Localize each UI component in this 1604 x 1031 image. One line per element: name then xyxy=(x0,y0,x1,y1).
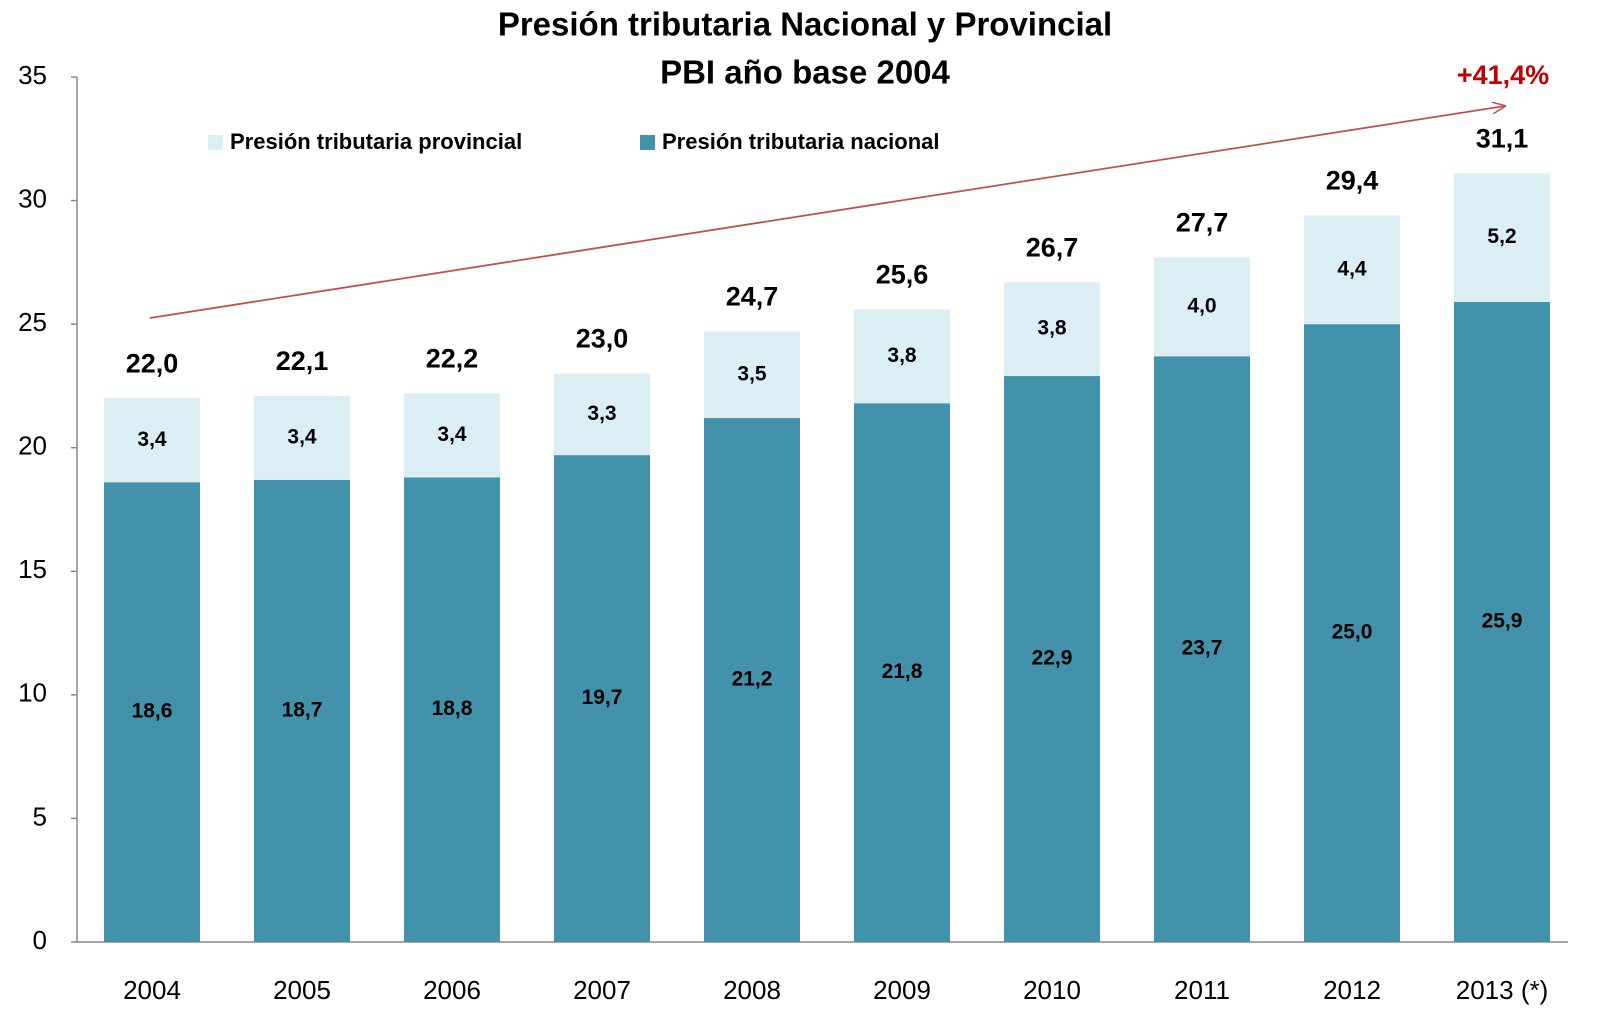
data-label: 4,0 xyxy=(1187,294,1216,317)
total-label: 29,4 xyxy=(1326,166,1379,196)
total-label: 22,0 xyxy=(126,348,179,378)
bar-segment xyxy=(404,393,500,478)
legend-swatch xyxy=(208,135,223,150)
x-tick-label: 2004 xyxy=(123,975,181,1005)
bar-segment xyxy=(1304,324,1400,943)
bar-segment xyxy=(554,373,650,456)
bar-segment xyxy=(1454,301,1550,942)
y-tick-label: 10 xyxy=(18,678,47,708)
bar-segment xyxy=(704,331,800,419)
data-label: 21,2 xyxy=(732,668,773,691)
chart-subtitle: PBI año base 2004 xyxy=(660,54,950,91)
total-label: 22,2 xyxy=(426,343,479,373)
bar-segment xyxy=(704,418,800,942)
y-tick-label: 0 xyxy=(33,925,47,955)
bar-segment xyxy=(1454,173,1550,302)
legend-swatch xyxy=(640,135,655,150)
total-label: 26,7 xyxy=(1026,232,1079,262)
data-label: 3,5 xyxy=(737,362,767,385)
bar-segment xyxy=(104,398,200,483)
total-label: 25,6 xyxy=(876,259,929,289)
data-label: 23,7 xyxy=(1182,637,1223,660)
trend-arrow xyxy=(149,106,1505,319)
y-tick-label: 35 xyxy=(18,60,47,90)
data-label: 5,2 xyxy=(1487,225,1516,248)
y-tick-label: 30 xyxy=(18,183,47,213)
data-label: 18,7 xyxy=(282,698,323,721)
bar-segment xyxy=(1154,356,1250,942)
data-label: 3,4 xyxy=(437,423,467,446)
total-label: 27,7 xyxy=(1176,208,1229,238)
data-label: 18,8 xyxy=(432,697,473,720)
bar-segment xyxy=(1004,282,1100,377)
bar-segment xyxy=(554,455,650,942)
data-label: 21,8 xyxy=(882,660,923,683)
x-tick-label: 2006 xyxy=(423,975,481,1005)
bar-segment xyxy=(254,479,350,942)
data-label: 25,0 xyxy=(1332,621,1373,644)
x-tick-label: 2011 xyxy=(1174,975,1230,1005)
total-label: 23,0 xyxy=(576,324,629,354)
y-tick-label: 20 xyxy=(18,431,47,461)
x-tick-label: 2009 xyxy=(873,975,931,1005)
data-label: 4,4 xyxy=(1337,257,1367,280)
annotation: +41,4% xyxy=(1457,60,1549,90)
data-label: 3,4 xyxy=(137,428,167,451)
bar-segment xyxy=(854,309,950,404)
x-tick-label: 2013 (*) xyxy=(1456,975,1549,1005)
data-label: 22,9 xyxy=(1032,647,1073,670)
x-tick-label: 2005 xyxy=(273,975,331,1005)
bar-segment xyxy=(854,403,950,942)
data-label: 3,3 xyxy=(587,402,616,425)
y-tick-label: 15 xyxy=(18,554,47,584)
bar-segment xyxy=(1004,376,1100,942)
total-label: 31,1 xyxy=(1476,124,1529,154)
bar-segment xyxy=(1154,257,1250,357)
data-label: 3,4 xyxy=(287,425,317,448)
data-label: 3,8 xyxy=(1037,317,1067,340)
legend-label: Presión tributaria nacional xyxy=(662,129,940,154)
bar-segment xyxy=(404,477,500,942)
x-tick-label: 2008 xyxy=(723,975,781,1005)
y-tick-label: 25 xyxy=(18,307,47,337)
chart-title: Presión tributaria Nacional y Provincial xyxy=(498,6,1112,43)
data-label: 19,7 xyxy=(582,686,623,709)
data-label: 18,6 xyxy=(132,700,173,723)
data-label: 25,9 xyxy=(1482,609,1523,632)
x-tick-label: 2007 xyxy=(573,975,631,1005)
bar-segment xyxy=(1304,215,1400,325)
bar-segment xyxy=(104,482,200,942)
data-label: 3,8 xyxy=(887,344,917,367)
legend-label: Presión tributaria provincial xyxy=(230,129,522,154)
y-tick-label: 5 xyxy=(33,801,47,831)
x-tick-label: 2012 xyxy=(1323,975,1381,1005)
total-label: 22,1 xyxy=(276,346,329,376)
x-tick-label: 2010 xyxy=(1023,975,1081,1005)
total-label: 24,7 xyxy=(726,282,779,312)
bar-segment xyxy=(254,395,350,480)
